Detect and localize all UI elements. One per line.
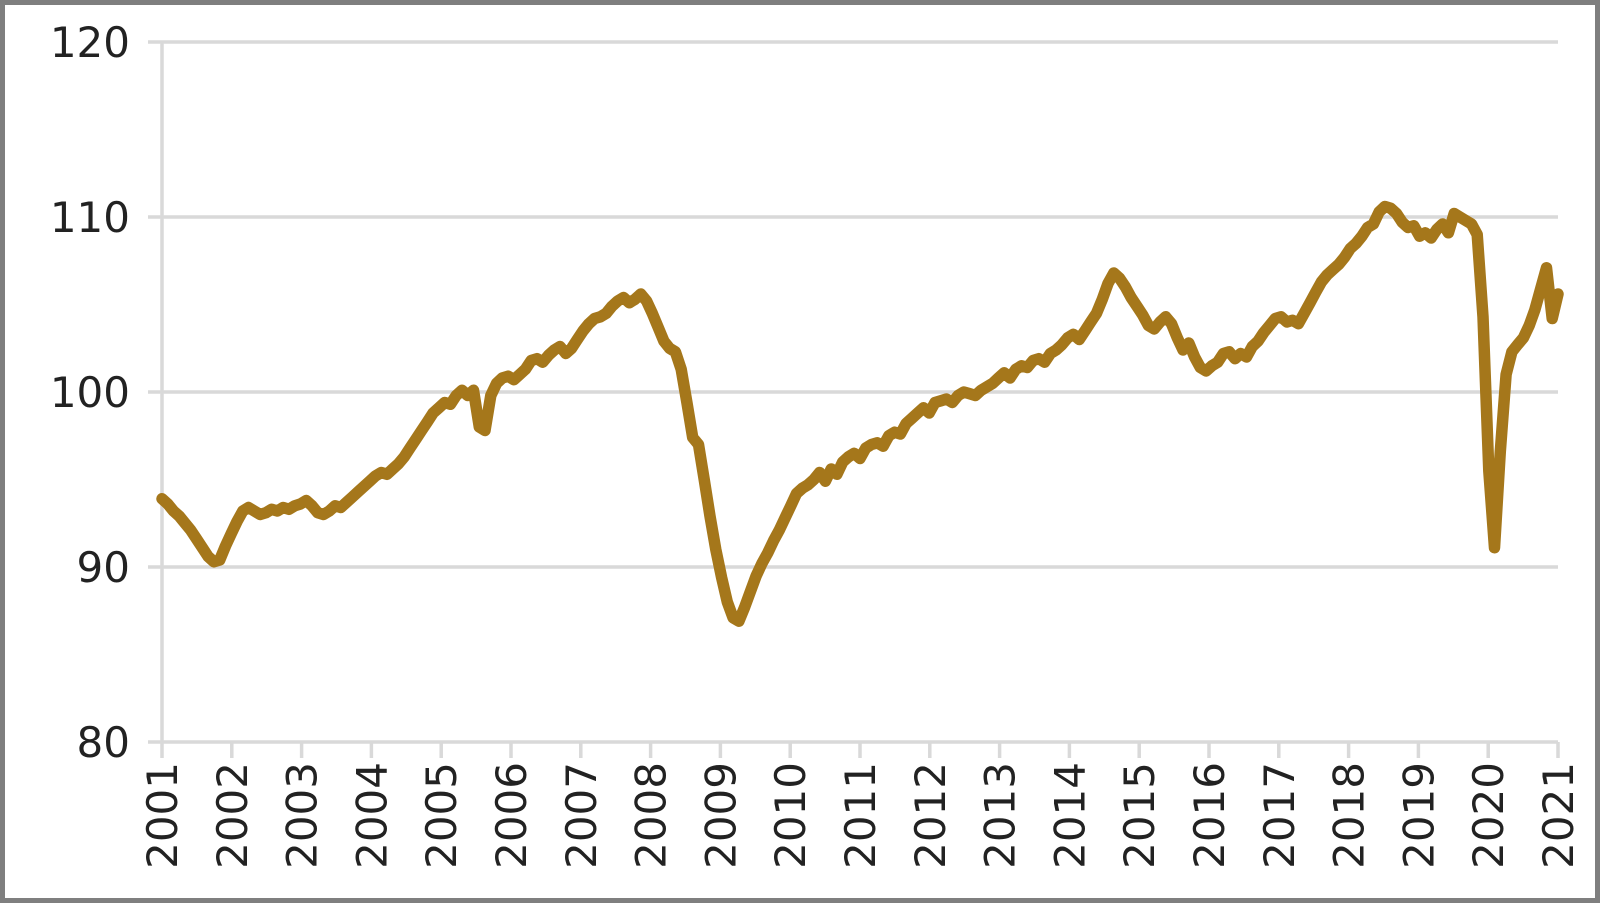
- x-axis-label: 2018: [1325, 762, 1374, 869]
- x-axis-label: 2010: [766, 762, 815, 869]
- x-axis-label: 2005: [417, 762, 466, 869]
- x-axis-label: 2004: [347, 762, 396, 869]
- data-series-line: [156, 200, 1564, 627]
- x-axis-label: 2015: [1115, 762, 1164, 869]
- x-axis-label: 2013: [976, 762, 1025, 869]
- x-axis-label: 2012: [906, 762, 955, 869]
- x-axis-label: 2009: [696, 762, 745, 869]
- y-axis-label: 120: [50, 18, 130, 67]
- y-axis-label: 110: [50, 193, 130, 242]
- y-axis-label: 100: [50, 368, 130, 417]
- x-axis-label: 2008: [627, 762, 676, 869]
- x-axis-label: 2019: [1394, 762, 1443, 869]
- x-axis-label: 2011: [836, 762, 885, 869]
- y-axis-label: 90: [77, 543, 130, 592]
- x-axis-label: 2003: [278, 762, 327, 869]
- x-axis-label: 2017: [1255, 762, 1304, 869]
- x-axis-label: 2021: [1534, 762, 1583, 869]
- x-axis-label: 2020: [1464, 762, 1513, 869]
- x-axis-label: 2002: [208, 762, 257, 869]
- y-axis-label: 80: [77, 718, 130, 767]
- x-axis-label: 2007: [557, 762, 606, 869]
- x-axis-label: 2001: [138, 762, 187, 869]
- x-axis-label: 2014: [1045, 762, 1094, 869]
- x-axis-label: 2016: [1185, 762, 1234, 869]
- x-axis-label: 2006: [487, 762, 536, 869]
